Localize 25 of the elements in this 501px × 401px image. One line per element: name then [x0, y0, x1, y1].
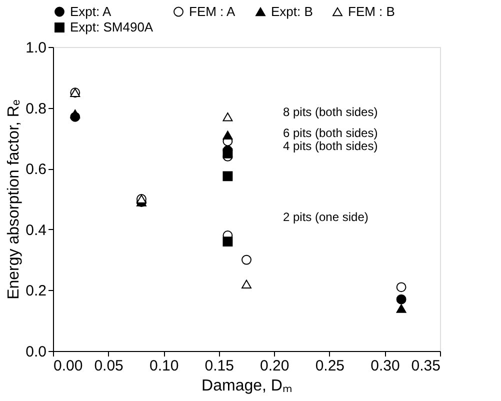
x-tick-label: 0.05: [94, 358, 124, 374]
y-tick-label: 0.4: [26, 222, 46, 239]
x-tick-label: 0.15: [204, 358, 234, 374]
legend-label: FEM : B: [348, 4, 395, 19]
annotation: 2 pits (one side): [283, 210, 368, 224]
y-axis-title: Energy absorption factor, Rₑ: [6, 100, 23, 300]
annotation: 6 pits (both sides): [283, 126, 378, 140]
x-tick-label: 0.25: [315, 358, 345, 374]
y-tick-label: 0.0: [26, 344, 46, 360]
legend-label: FEM : A: [189, 4, 236, 19]
x-tick-label: 0.10: [149, 358, 179, 374]
x-tick-label: 0.35: [411, 358, 440, 374]
x-tick-label: 0.30: [370, 358, 400, 374]
x-axis-title: Damage, Dₘ: [202, 378, 292, 394]
legend-label: Expt: B: [271, 4, 313, 19]
x-tick-label: 0.20: [260, 358, 290, 374]
legend-label: Expt: A: [70, 4, 112, 19]
y-tick-label: 0.8: [26, 100, 46, 118]
x-tick-label: 0.00: [54, 358, 83, 374]
legend-label: Expt: SM490A: [70, 20, 154, 34]
y-tick-label: 0.2: [26, 282, 46, 300]
y-tick-label: 0.6: [26, 161, 46, 178]
y-tick-label: 1.0: [26, 40, 46, 56]
annotation: 4 pits (both sides): [283, 139, 378, 153]
annotation: 8 pits (both sides): [283, 105, 378, 119]
